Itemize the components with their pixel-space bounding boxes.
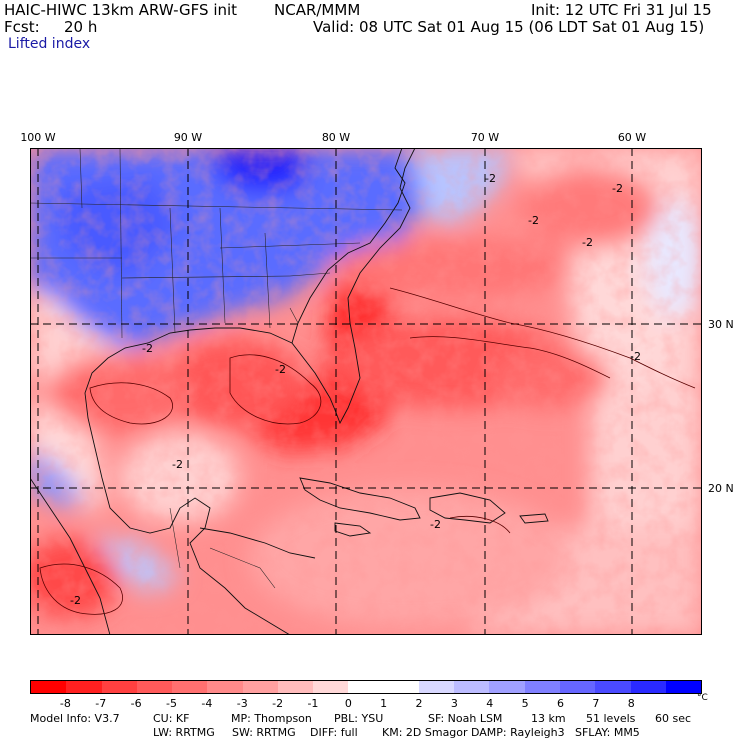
model-info-diff: DIFF: full xyxy=(310,726,358,739)
lon-label-70w: 70 W xyxy=(470,131,500,144)
lon-label-60w: 60 W xyxy=(617,131,647,144)
colorbar-segment xyxy=(277,681,314,693)
contour-label: -2 xyxy=(630,350,641,363)
mexico-pacific-coastline xyxy=(30,477,111,635)
colorbar-tick-label: -7 xyxy=(95,697,107,710)
contour-label: -2 xyxy=(485,172,496,185)
hispaniola-outline xyxy=(429,492,506,524)
contour-label: -2 xyxy=(430,518,441,531)
contour-labels: -2 -2 -2 -2 -2 -2 -2 -2 -2 -2 xyxy=(70,172,641,607)
colorbar-segment xyxy=(383,681,419,693)
colorbar-segment xyxy=(418,681,455,693)
colorbar-segment xyxy=(242,681,278,693)
contour-label: -2 xyxy=(142,342,153,355)
coastlines xyxy=(30,148,549,635)
colorbar-tick-label: 7 xyxy=(592,697,600,710)
organization-label: NCAR/MMM xyxy=(274,1,361,19)
model-title: HAIC-HIWC 13km ARW-GFS init xyxy=(4,1,238,19)
model-info-timestep: 60 sec xyxy=(655,712,692,725)
central-america-coastline xyxy=(199,527,316,559)
model-info-sflay: SFLAY: MM5 xyxy=(575,726,640,739)
lat-label-30n: 30 N xyxy=(708,318,734,331)
gulf-coastline xyxy=(84,327,293,635)
colorbar-tick-label: 5 xyxy=(521,697,529,710)
contour-label: -2 xyxy=(582,236,593,249)
colorbar-tick-label: 0 xyxy=(344,697,352,710)
lifted-index-map: -2 -2 -2 -2 -2 -2 -2 -2 -2 -2 xyxy=(30,148,702,635)
model-info-damp: DAMP: Rayleigh3 xyxy=(471,726,565,739)
lat-lon-grid xyxy=(30,148,702,635)
init-time: Init: 12 UTC Fri 31 Jul 15 xyxy=(531,1,712,19)
forecast-hour: 20 h xyxy=(64,18,98,36)
model-info-cu: CU: KF xyxy=(153,712,190,725)
colorbar-tick-label: -3 xyxy=(236,697,248,710)
lon-label-100w: 100 W xyxy=(20,131,56,144)
lon-label-90w: 90 W xyxy=(173,131,203,144)
colorbar-tick-label: -8 xyxy=(59,697,71,710)
colorbar-segment xyxy=(313,681,349,693)
colorbar-segment xyxy=(31,681,67,693)
colorbar-tick-label: 8 xyxy=(627,697,635,710)
colorbar-segment xyxy=(172,681,208,693)
colorbar-tick-label: 6 xyxy=(557,697,565,710)
contour-label: -2 xyxy=(275,363,286,376)
model-info-levels: 51 levels xyxy=(586,712,636,725)
contour-label: -2 xyxy=(172,458,183,471)
colorbar-segment xyxy=(66,681,102,693)
model-info-pbl: PBL: YSU xyxy=(334,712,384,725)
colorbar-unit: °C xyxy=(697,693,708,703)
puerto-rico-outline xyxy=(519,513,549,524)
colorbar-tick-label: -4 xyxy=(201,697,213,710)
model-info-mp: MP: Thompson xyxy=(231,712,312,725)
colorbar-segment xyxy=(348,681,384,693)
colorbar xyxy=(30,680,702,694)
model-info-sw: SW: RRTMG xyxy=(232,726,296,739)
colorbar-segment xyxy=(665,681,702,693)
colorbar-segment xyxy=(630,681,666,693)
colorbar-segment xyxy=(489,681,525,693)
contour-minus2 xyxy=(39,287,696,615)
colorbar-tick-label: 4 xyxy=(486,697,494,710)
valid-time: Valid: 08 UTC Sat 01 Aug 15 (06 LDT Sat … xyxy=(313,18,705,36)
us-east-coastline xyxy=(291,148,416,425)
colorbar-tick-label: 2 xyxy=(415,697,423,710)
model-info-version: Model Info: V3.7 xyxy=(30,712,120,725)
contour-label: -2 xyxy=(70,594,81,607)
model-info-resolution: 13 km xyxy=(531,712,566,725)
colorbar-tick-label: -1 xyxy=(307,697,319,710)
colorbar-tick-label: 3 xyxy=(450,697,458,710)
colorbar-tick-label: -2 xyxy=(272,697,284,710)
lat-label-20n: 20 N xyxy=(708,482,734,495)
colorbar-segment xyxy=(559,681,596,693)
contour-label: -2 xyxy=(528,214,539,227)
colorbar-tick-label: 1 xyxy=(380,697,388,710)
model-info-km: KM: 2D Smagor xyxy=(382,726,468,739)
colorbar-segment xyxy=(101,681,137,693)
cuba-outline xyxy=(299,477,421,521)
field-name: Lifted index xyxy=(8,36,91,52)
map-frame xyxy=(30,148,702,635)
colorbar-segment xyxy=(595,681,631,693)
forecast-label: Fcst: xyxy=(4,18,40,36)
political-borders xyxy=(30,148,403,589)
colorbar-segment xyxy=(136,681,173,693)
colorbar-tick-label: -5 xyxy=(165,697,177,710)
lon-label-80w: 80 W xyxy=(321,131,351,144)
colorbar-segment xyxy=(524,681,560,693)
contour-label: -2 xyxy=(612,182,623,195)
colorbar-segment xyxy=(207,681,243,693)
colorbar-segment xyxy=(454,681,490,693)
jamaica-outline xyxy=(334,522,372,537)
model-info-lw: LW: RRTMG xyxy=(153,726,215,739)
colorbar-tick-label: -6 xyxy=(130,697,142,710)
model-info-sf: SF: Noah LSM xyxy=(428,712,503,725)
